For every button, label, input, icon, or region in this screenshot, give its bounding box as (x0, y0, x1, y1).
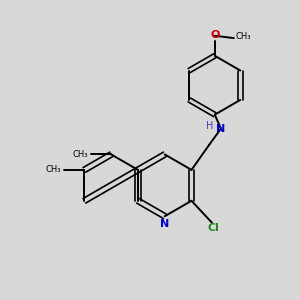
Text: CH₃: CH₃ (236, 32, 251, 41)
Text: CH₃: CH₃ (73, 150, 88, 159)
Text: Cl: Cl (208, 223, 220, 233)
Text: CH₃: CH₃ (46, 165, 62, 174)
Text: N: N (160, 219, 169, 229)
Text: H: H (206, 121, 213, 131)
Text: N: N (216, 124, 226, 134)
Text: O: O (210, 30, 220, 40)
